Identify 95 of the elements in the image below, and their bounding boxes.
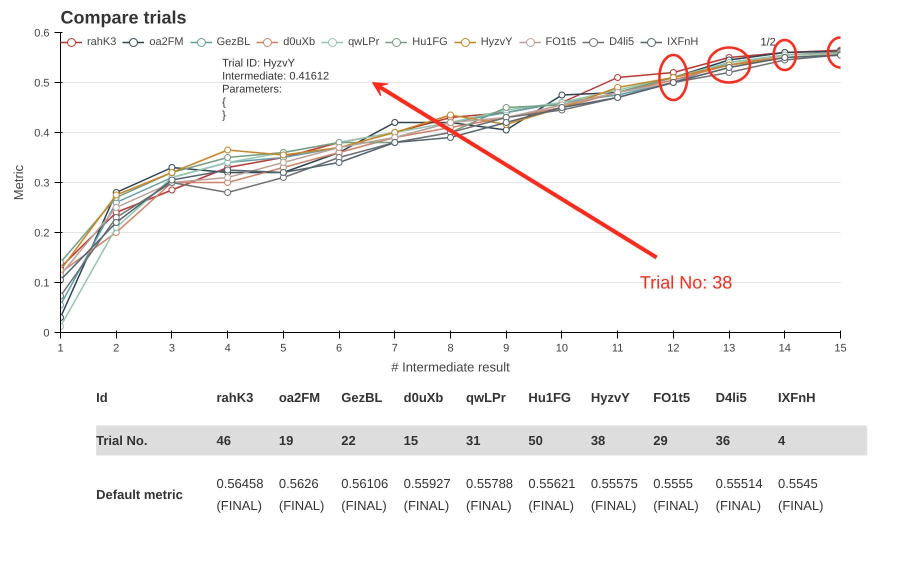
point — [280, 159, 287, 166]
y-tick-label: 0.4 — [34, 128, 50, 140]
annotation: Trial ID: HyzvY — [222, 58, 296, 70]
text: 0.55621 (FINAL) — [528, 476, 576, 513]
point — [224, 154, 232, 161]
x-tick-label: 2 — [113, 342, 120, 354]
point — [280, 152, 287, 158]
y-tick-label: 0.2 — [34, 228, 50, 240]
x-tick-label: 4 — [224, 342, 231, 354]
point — [502, 104, 510, 111]
text: d0uXb — [404, 390, 444, 405]
text: HyzvY — [590, 390, 630, 405]
text: 38 — [590, 433, 606, 448]
x-tick-label: 3 — [168, 342, 175, 354]
text: Default metric — [96, 487, 183, 502]
legend-label: HyzvY — [480, 36, 512, 48]
text: qwLPr — [466, 390, 506, 405]
text: 0.55514 (FINAL) — [716, 476, 763, 513]
x-tick-label: 15 — [834, 342, 847, 354]
text: 50 — [528, 433, 543, 448]
text: 0.55927 (FINAL) — [404, 476, 451, 513]
point — [112, 219, 120, 226]
text: oa2FM — [278, 390, 320, 405]
y-tick-label: 0.3 — [34, 178, 50, 190]
y-tick-label: 0.5 — [34, 78, 50, 90]
annotation: Parameters: — [222, 84, 282, 96]
annotation: Trial No: 38 — [640, 272, 732, 292]
text: 4 — [778, 433, 786, 448]
point — [168, 176, 176, 184]
legend-label: d0uXb — [283, 36, 316, 48]
point — [224, 146, 232, 154]
x-axis-title: # Intermediate result — [391, 360, 510, 374]
legend-label: rahK3 — [87, 36, 116, 48]
point — [447, 112, 454, 118]
y-tick-label: 0 — [43, 328, 50, 340]
legend-label: IXFnH — [667, 36, 698, 48]
x-tick-label: 12 — [667, 342, 680, 354]
legend-label: FO1t5 — [546, 36, 576, 48]
point — [224, 166, 232, 174]
text: IXFnH — [778, 390, 816, 405]
text: 0.55575 (FINAL) — [590, 476, 638, 513]
text: 0.56458 (FINAL) — [216, 476, 264, 513]
x-tick-label: 8 — [447, 342, 454, 354]
point — [336, 159, 343, 166]
text: 0.55788 (FINAL) — [466, 476, 514, 513]
point — [224, 189, 232, 196]
y-axis-title: Metric — [11, 164, 26, 200]
y-tick-label: 0.1 — [34, 278, 50, 290]
text: rahK3 — [216, 390, 254, 405]
text: Trial No. — [96, 433, 148, 448]
text: 0.5626 (FINAL) — [278, 476, 324, 513]
annotation: { — [222, 96, 226, 108]
x-tick-label: 7 — [392, 342, 398, 354]
text: 19 — [278, 433, 294, 448]
x-tick-label: 6 — [336, 342, 342, 354]
text: 0.56106 (FINAL) — [341, 476, 388, 513]
x-tick-label: 14 — [778, 342, 791, 354]
text: 36 — [716, 433, 730, 448]
x-tick-label: 9 — [503, 342, 510, 354]
legend-label: Hu1FG — [412, 36, 448, 48]
point — [112, 204, 120, 211]
text: GezBL — [341, 390, 382, 405]
x-tick-label: 5 — [280, 342, 286, 354]
x-tick-label: 13 — [722, 342, 736, 354]
text: D4li5 — [716, 390, 747, 405]
text: 15 — [404, 433, 418, 448]
legend-label: oa2FM — [149, 36, 184, 48]
legend-label: qwLPr — [348, 36, 380, 48]
text: Id — [96, 390, 108, 405]
text: 29 — [653, 433, 668, 448]
text: Hu1FG — [528, 390, 572, 405]
y-tick-label: 0.6 — [34, 28, 50, 40]
annotation: 1/2 — [760, 36, 776, 48]
text: 22 — [341, 433, 356, 448]
point — [168, 186, 176, 194]
annotation: } — [222, 110, 226, 122]
point — [224, 174, 232, 181]
text: 0.5545 (FINAL) — [778, 476, 824, 513]
text: 31 — [466, 433, 481, 448]
text: 0.5555 (FINAL) — [653, 476, 699, 513]
point — [614, 74, 622, 81]
text: FO1t5 — [653, 390, 690, 405]
legend-label: D4li5 — [609, 36, 634, 48]
text: 46 — [216, 433, 231, 448]
chart-title: Compare trials — [60, 8, 187, 28]
x-tick-label: 11 — [612, 342, 624, 354]
annotation: Intermediate: 0.41612 — [222, 70, 330, 82]
point — [112, 192, 120, 198]
legend-label: GezBL — [216, 36, 250, 48]
x-tick-label: 10 — [556, 342, 568, 354]
point — [558, 92, 566, 98]
point — [502, 126, 510, 134]
x-tick-label: 1 — [57, 342, 64, 354]
point — [391, 119, 398, 126]
point — [447, 134, 454, 141]
